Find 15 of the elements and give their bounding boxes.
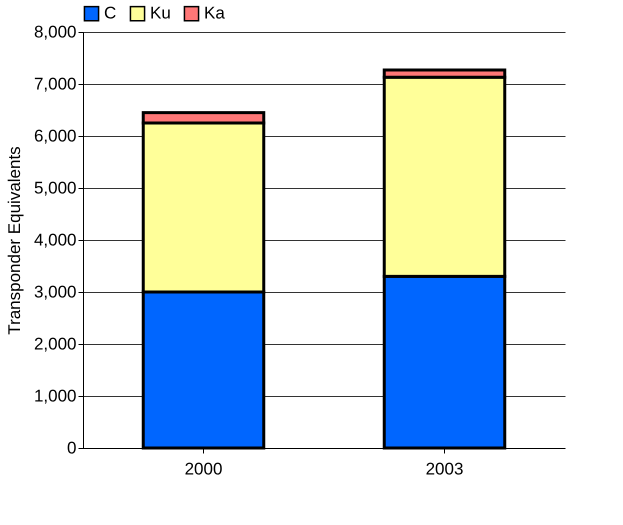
legend-label: Ku xyxy=(150,4,171,23)
y-tick-label: 3,000 xyxy=(34,282,76,302)
y-tick-label: 4,000 xyxy=(34,230,76,250)
legend-label: C xyxy=(104,4,116,23)
y-tick-label: 2,000 xyxy=(34,334,76,354)
x-tick-label: 2003 xyxy=(426,460,464,478)
y-tick-label: 5,000 xyxy=(34,178,76,198)
x-tick-label: 2000 xyxy=(184,460,222,478)
y-tick-label: 0 xyxy=(67,438,76,458)
y-tick-label: 6,000 xyxy=(34,126,76,146)
y-axis-title: Transponder Equivalents xyxy=(4,146,24,335)
y-tick-label: 8,000 xyxy=(34,22,76,42)
y-tick-label: 1,000 xyxy=(34,386,76,406)
legend-label: Ka xyxy=(204,4,226,23)
y-tick-label: 7,000 xyxy=(34,74,76,94)
